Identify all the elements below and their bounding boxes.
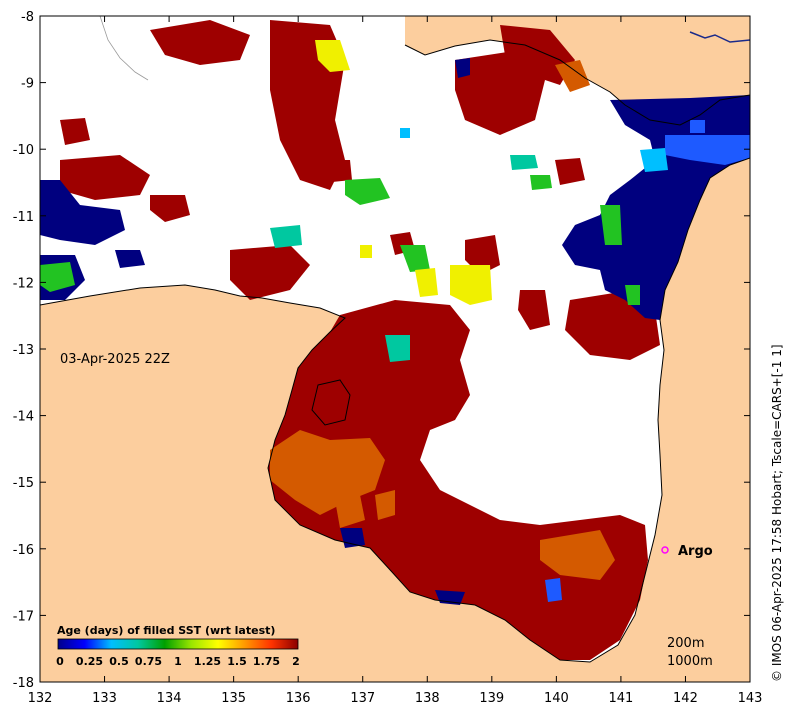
colorbar-tick-label: 0.25 xyxy=(76,655,103,668)
x-tick-label: 137 xyxy=(350,691,375,706)
y-tick-label: -15 xyxy=(13,476,34,491)
age-1-5-days-field xyxy=(315,40,492,305)
x-tick-label: 142 xyxy=(673,691,698,706)
y-tick-label: -10 xyxy=(13,143,34,158)
colorbar-tick-label: 1.25 xyxy=(194,655,221,668)
coastline-island xyxy=(311,379,351,426)
colorbar-ticks: 0 0.25 0.5 0.75 1 1.25 1.5 1.75 2 xyxy=(56,655,300,668)
y-tick-label: -17 xyxy=(13,609,34,624)
x-tick-label: 141 xyxy=(608,691,633,706)
x-tick-label: 140 xyxy=(544,691,569,706)
y-tick-label: -12 xyxy=(13,276,34,291)
x-tick-label: 136 xyxy=(286,691,311,706)
coastline xyxy=(40,157,750,663)
age-0-75-days-field xyxy=(270,155,538,362)
y-tick-label: -14 xyxy=(13,410,34,425)
depth-legend-200m: 200m xyxy=(667,636,704,651)
y-tick-label: -9 xyxy=(21,77,34,92)
age-1-day-field xyxy=(40,175,640,305)
argo-label: Argo xyxy=(678,544,713,559)
y-tick-label: -11 xyxy=(13,210,34,225)
age-0-5-days-field xyxy=(400,128,668,172)
x-tick-label: 143 xyxy=(738,691,763,706)
x-tick-label: 139 xyxy=(479,691,504,706)
colorbar-tick-label: 0 xyxy=(56,655,64,668)
date-label: 03-Apr-2025 22Z xyxy=(60,352,170,367)
age-0-25-days-field xyxy=(545,120,750,602)
colorbar-tick-label: 0.5 xyxy=(109,655,129,668)
y-tick-label: -8 xyxy=(21,10,34,25)
colorbar-gradient xyxy=(57,638,299,650)
argo-marker xyxy=(661,546,669,554)
colorbar-tick-label: 2 xyxy=(292,655,300,668)
colorbar-title: Age (days) of filled SST (wrt latest) xyxy=(57,624,275,637)
depth-contour xyxy=(99,16,149,81)
colorbar-tick-label: 1 xyxy=(174,655,182,668)
x-tick-label: 132 xyxy=(28,691,53,706)
colorbar-tick-label: 1.75 xyxy=(253,655,280,668)
colorbar-tick-label: 1.5 xyxy=(227,655,247,668)
colorbar-tick-label: 0.75 xyxy=(135,655,162,668)
y-axis: -8 -9 -10 -11 -12 -13 -14 -15 -16 -17 -18 xyxy=(13,10,750,691)
y-tick-label: -18 xyxy=(13,676,34,691)
age-1-75-days-field xyxy=(270,60,615,580)
map-plot-area xyxy=(40,16,750,682)
y-tick-label: -16 xyxy=(13,543,34,558)
x-axis: 132 133 134 135 136 137 138 139 140 141 142 143 xyxy=(28,16,763,706)
age-2-days-field xyxy=(60,20,660,660)
x-tick-label: 135 xyxy=(221,691,246,706)
river xyxy=(689,31,750,43)
land-mainland xyxy=(40,158,750,682)
coastline-north xyxy=(404,39,750,126)
depth-legend-1000m: 1000m xyxy=(667,654,713,669)
x-tick-label: 133 xyxy=(92,691,117,706)
x-tick-label: 138 xyxy=(415,691,440,706)
y-tick-label: -13 xyxy=(13,343,34,358)
x-tick-label: 134 xyxy=(157,691,182,706)
credit-text: © IMOS 06-Apr-2025 17:58 Hobart; Tscale=… xyxy=(770,344,784,682)
